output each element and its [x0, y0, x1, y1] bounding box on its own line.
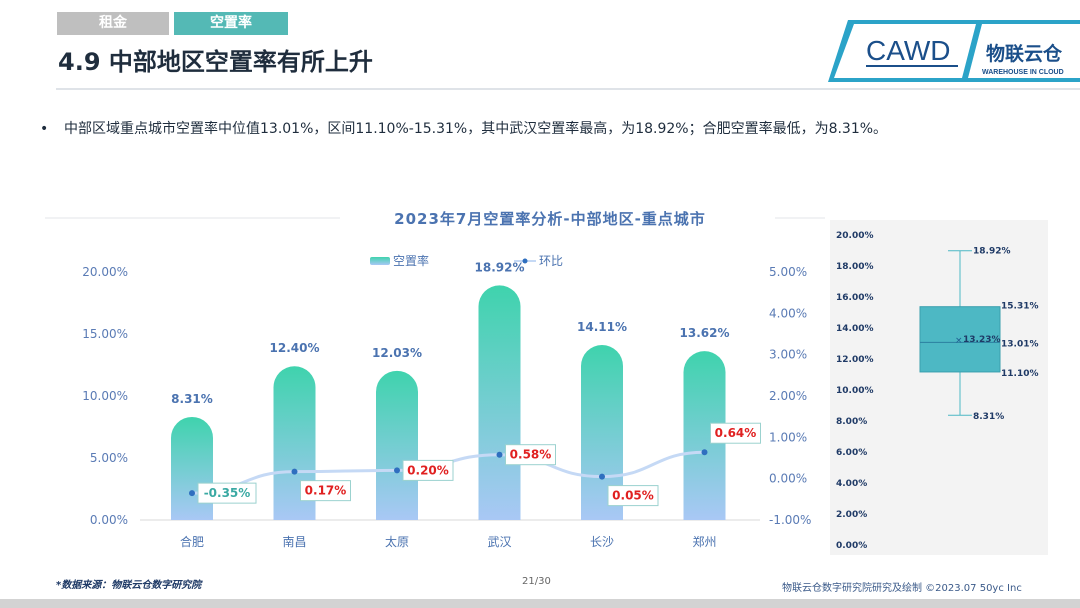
- box-plot-chart: 0.00% 2.00% 4.00% 6.00% 8.00% 10.00% 12.00% 14.…: [836, 231, 1039, 551]
- line-point: [189, 490, 195, 497]
- bar-value-label: 8.31%: [171, 392, 213, 406]
- bullet-dot-icon: •: [40, 121, 49, 137]
- box-y-tick-label: 10.00%: [836, 386, 874, 396]
- box-mean-marker: ×: [955, 336, 963, 346]
- y-left-tick-label: 15.00%: [82, 327, 128, 341]
- box-y-tick-label: 12.00%: [836, 355, 874, 365]
- bar-value-label: 12.40%: [270, 341, 320, 355]
- line-point: [496, 451, 503, 458]
- legend-bar-label: 空置率: [393, 253, 429, 268]
- legend-bar-swatch: [370, 257, 390, 265]
- logo-tagline-text: WAREHOUSE IN CLOUD: [982, 69, 1064, 76]
- y-right-tick-label: 4.00%: [769, 306, 807, 320]
- y-left-tick-label: 5.00%: [90, 451, 128, 465]
- line-label-box: [197, 482, 257, 504]
- legend-line-point: [522, 258, 528, 264]
- bar: [683, 351, 726, 520]
- x-category-label: 南昌: [282, 534, 306, 549]
- main-chart: 0.00% 5.00% 10.00% 15.00% 20.00% -1.00% 0.00% 1…: [45, 217, 825, 549]
- line-value-label: 0.05%: [612, 489, 654, 503]
- line-point: [394, 467, 400, 474]
- bottom-bar: [0, 599, 1080, 608]
- data-source-note: *数据来源：物联云仓数字研究院: [56, 580, 202, 591]
- box-y-tick-label: 0.00%: [836, 541, 867, 551]
- box-y-tick-label: 4.00%: [836, 479, 867, 489]
- bar-value-label: 13.62%: [680, 326, 730, 340]
- bar-value-label: 12.03%: [372, 346, 422, 360]
- x-category-label: 郑州: [692, 534, 716, 549]
- line-label-box: [300, 480, 351, 502]
- line-point: [291, 468, 298, 475]
- bar-value-label: 14.11%: [577, 320, 627, 334]
- page-title: 4.9 中部地区空置率有所上升: [58, 48, 373, 76]
- bar: [171, 416, 213, 520]
- tab-rent[interactable]: 租金: [57, 12, 169, 35]
- line-value-label: -0.35%: [204, 486, 251, 500]
- box-y-tick-label: 16.00%: [836, 293, 874, 303]
- x-category-label: 武汉: [487, 535, 511, 549]
- header-divider: [56, 88, 1080, 90]
- legend-line-label: 环比: [539, 254, 563, 268]
- logo-brand-text: 物联云仓: [986, 42, 1063, 65]
- x-category-label: 太原: [385, 534, 409, 549]
- page-number: 21/30: [522, 576, 551, 587]
- bar: [478, 285, 521, 520]
- box-q3-label: 15.31%: [1001, 302, 1039, 312]
- line-label-box: [710, 422, 761, 444]
- x-category-label: 合肥: [180, 534, 204, 549]
- logo-cawd-text: CAWD: [866, 35, 951, 66]
- summary-text: 中部区域重点城市空置率中位值13.01%，区间11.10%-15.31%，其中武…: [64, 121, 888, 137]
- summary-bullet: • 中部区域重点城市空置率中位值13.01%，区间11.10%-15.31%，其中…: [40, 118, 887, 138]
- logo: CAWD 物联云仓 WAREHOUSE IN CLOUD: [826, 18, 1080, 84]
- line-value-label: 0.64%: [715, 426, 757, 440]
- y-right-tick-label: 5.00%: [769, 265, 807, 279]
- y-right-tick-label: -1.00%: [769, 513, 811, 527]
- logo-underline: [866, 65, 958, 67]
- box-y-tick-label: 2.00%: [836, 510, 867, 520]
- box-plot-panel: [830, 220, 1048, 555]
- logo-banner-left: [834, 24, 976, 78]
- chart-title: 2023年7月空置率分析-中部地区-重点城市: [394, 210, 706, 228]
- box-iqr: [919, 306, 1001, 373]
- y-right-tick-label: 1.00%: [769, 430, 807, 444]
- box-max-label: 18.92%: [973, 247, 1011, 257]
- x-category-label: 长沙: [590, 535, 614, 549]
- y-right-tick-label: 2.00%: [769, 389, 807, 403]
- y-left-tick-label: 10.00%: [82, 389, 128, 403]
- line-label-box: [505, 444, 556, 466]
- box-q1-label: 11.10%: [1001, 369, 1039, 379]
- tab-vacancy-rate[interactable]: 空置率: [174, 12, 288, 35]
- y-right-tick-label: 0.00%: [769, 472, 807, 486]
- box-mean-label: 13.23%: [963, 335, 1001, 345]
- line-value-label: 0.58%: [510, 448, 552, 462]
- line-value-label: 0.20%: [407, 463, 449, 477]
- logo-banner-right: [968, 24, 1080, 78]
- y-left-tick-label: 0.00%: [90, 513, 128, 527]
- bar-value-label: 18.92%: [475, 260, 525, 274]
- box-median-label: 13.01%: [1001, 339, 1039, 349]
- bar: [376, 370, 418, 520]
- line-point: [701, 449, 708, 456]
- box-min-label: 8.31%: [973, 412, 1004, 422]
- footer-credit: 物联云仓数字研究院研究及绘制 ©2023.07 50yc Inc: [782, 583, 1022, 594]
- line-value-label: 0.17%: [305, 484, 347, 498]
- box-y-tick-label: 14.00%: [836, 324, 874, 334]
- box-y-tick-label: 6.00%: [836, 448, 867, 458]
- line-point: [599, 473, 605, 480]
- line-label-box: [402, 459, 454, 481]
- box-y-tick-label: 20.00%: [836, 231, 874, 241]
- y-left-tick-label: 20.00%: [82, 265, 128, 279]
- box-y-tick-label: 8.00%: [836, 417, 867, 427]
- box-y-tick-label: 18.00%: [836, 262, 874, 272]
- line-label-box: [607, 485, 659, 507]
- y-right-tick-label: 3.00%: [769, 348, 807, 362]
